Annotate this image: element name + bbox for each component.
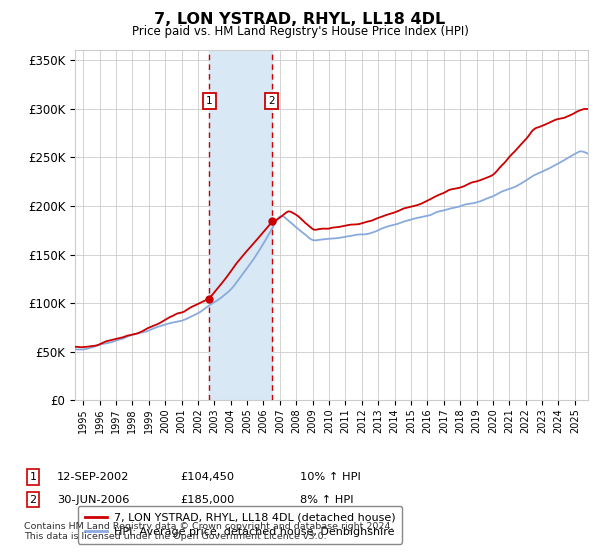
Text: 8% ↑ HPI: 8% ↑ HPI <box>300 494 353 505</box>
Text: 10% ↑ HPI: 10% ↑ HPI <box>300 472 361 482</box>
Text: 12-SEP-2002: 12-SEP-2002 <box>57 472 130 482</box>
Text: 1: 1 <box>29 472 37 482</box>
Text: 1: 1 <box>206 96 213 106</box>
Text: 2: 2 <box>268 96 275 106</box>
Text: £185,000: £185,000 <box>180 494 235 505</box>
Bar <box>209 50 272 400</box>
Text: 30-JUN-2006: 30-JUN-2006 <box>57 494 130 505</box>
Text: 7, LON YSTRAD, RHYL, LL18 4DL: 7, LON YSTRAD, RHYL, LL18 4DL <box>154 12 446 27</box>
Text: This data is licensed under the Open Government Licence v3.0.: This data is licensed under the Open Gov… <box>24 532 326 541</box>
Legend: 7, LON YSTRAD, RHYL, LL18 4DL (detached house), HPI: Average price, detached hou: 7, LON YSTRAD, RHYL, LL18 4DL (detached … <box>78 506 402 544</box>
Text: Contains HM Land Registry data © Crown copyright and database right 2024.: Contains HM Land Registry data © Crown c… <box>24 522 394 531</box>
Text: £104,450: £104,450 <box>180 472 234 482</box>
Text: Price paid vs. HM Land Registry's House Price Index (HPI): Price paid vs. HM Land Registry's House … <box>131 25 469 38</box>
Text: 2: 2 <box>29 494 37 505</box>
